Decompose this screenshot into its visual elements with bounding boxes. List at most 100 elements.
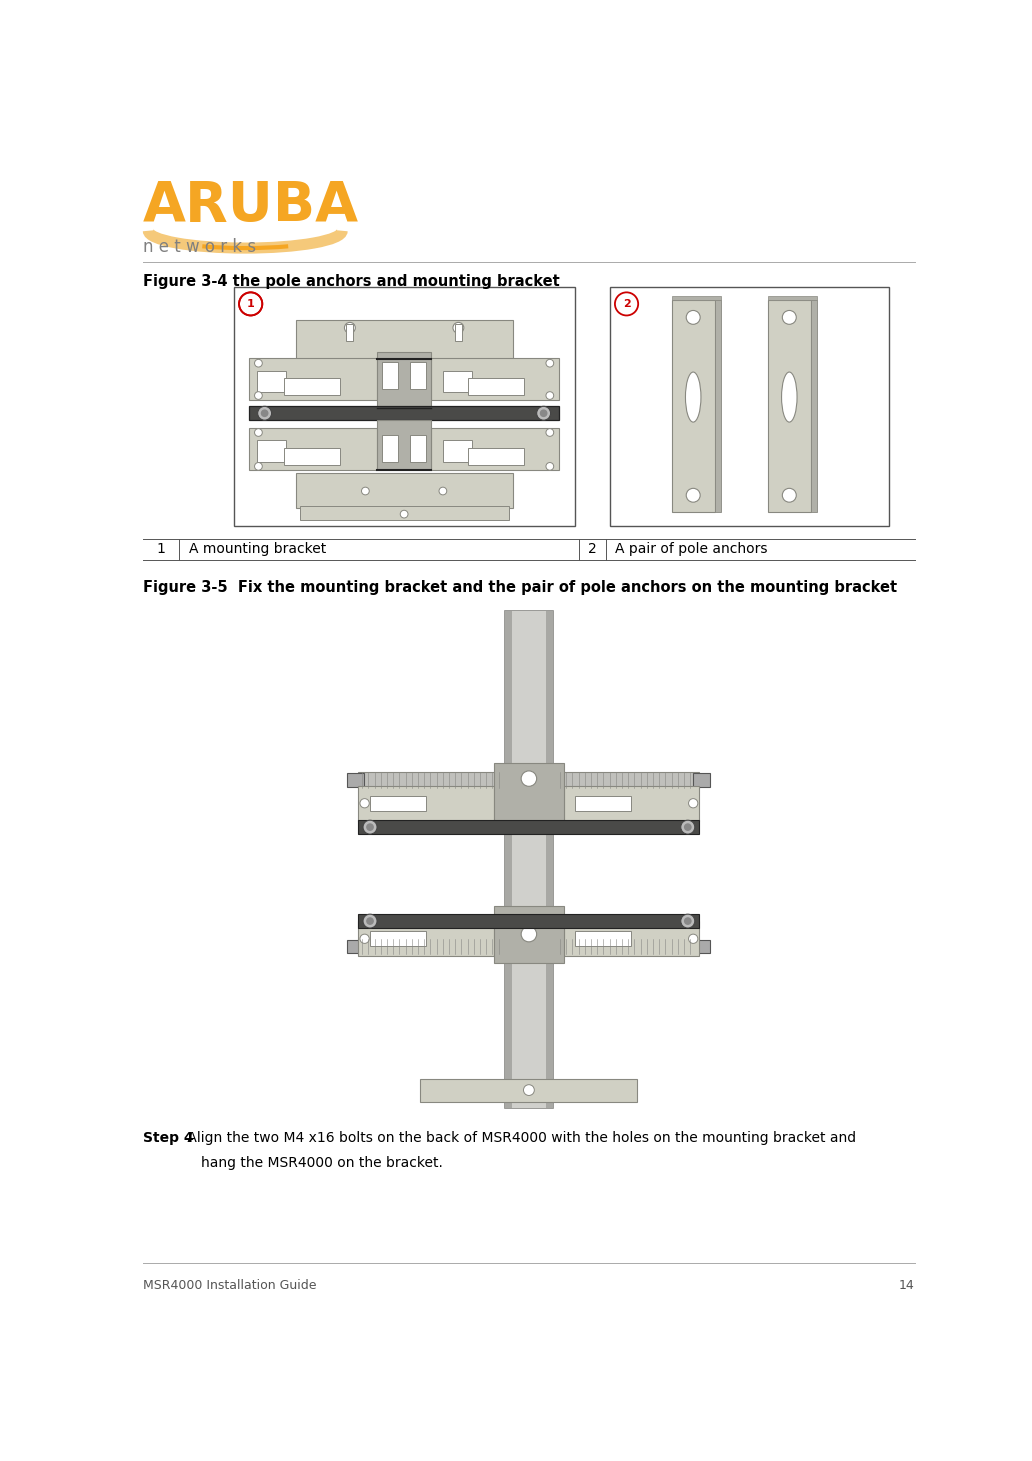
Bar [370, 796, 426, 811]
Circle shape [546, 463, 554, 470]
Bar [443, 371, 473, 393]
Circle shape [681, 915, 695, 928]
Ellipse shape [685, 373, 701, 422]
Bar [694, 773, 710, 787]
Bar [431, 358, 559, 400]
Bar [358, 773, 700, 787]
Circle shape [782, 488, 797, 503]
Bar [358, 915, 700, 928]
Circle shape [546, 392, 554, 399]
Text: Figure 3-5  Fix the mounting bracket and the pair of pole anchors on the mountin: Figure 3-5 Fix the mounting bracket and … [143, 580, 897, 595]
Circle shape [537, 406, 551, 421]
Bar [347, 939, 364, 954]
Circle shape [439, 487, 447, 495]
Text: ARUBA: ARUBA [143, 180, 359, 234]
Bar [249, 406, 559, 421]
Circle shape [615, 292, 638, 316]
Circle shape [782, 310, 797, 324]
Bar [347, 773, 364, 787]
Text: Figure 3-4 the pole anchors and mounting bracket: Figure 3-4 the pole anchors and mounting… [143, 273, 559, 289]
Bar [347, 324, 353, 340]
Bar [347, 327, 353, 340]
Bar [411, 435, 426, 462]
Circle shape [345, 323, 355, 333]
Text: Step 4: Step 4 [143, 1131, 194, 1145]
Text: A mounting bracket: A mounting bracket [189, 542, 326, 557]
Bar [455, 324, 462, 340]
Bar [768, 295, 816, 301]
Bar [694, 939, 710, 954]
Bar [610, 286, 889, 526]
Circle shape [546, 359, 554, 367]
Circle shape [688, 799, 698, 808]
Bar [233, 286, 575, 526]
Circle shape [686, 310, 700, 324]
Circle shape [546, 428, 554, 437]
Bar [420, 1078, 638, 1102]
Bar [494, 763, 563, 828]
Circle shape [688, 934, 698, 944]
Circle shape [239, 292, 262, 316]
Text: MSR4000 Installation Guide: MSR4000 Installation Guide [143, 1278, 317, 1292]
Bar [284, 378, 340, 394]
Text: n e t w o r k s: n e t w o r k s [143, 238, 256, 257]
Text: 1: 1 [247, 300, 255, 308]
Circle shape [366, 918, 374, 925]
Bar [576, 796, 632, 811]
Bar [377, 421, 431, 470]
Bar [443, 440, 473, 462]
Bar [494, 906, 563, 963]
Circle shape [361, 487, 369, 495]
Text: 14: 14 [899, 1278, 914, 1292]
Bar [383, 362, 398, 390]
Bar [563, 786, 700, 821]
Text: A pair of pole anchors: A pair of pole anchors [615, 542, 768, 557]
Bar [714, 301, 720, 513]
Bar [358, 939, 700, 954]
Bar [505, 611, 512, 1107]
Bar [455, 327, 462, 340]
Bar [546, 611, 553, 1107]
Circle shape [681, 820, 695, 834]
Circle shape [261, 409, 268, 416]
Circle shape [255, 359, 262, 367]
Bar [370, 931, 426, 947]
Circle shape [363, 915, 377, 928]
Circle shape [686, 488, 700, 503]
Bar [576, 931, 632, 947]
Bar [505, 611, 553, 1107]
Bar [377, 352, 431, 408]
Bar [810, 301, 816, 513]
Bar [295, 320, 513, 358]
Circle shape [453, 323, 463, 333]
Circle shape [255, 463, 262, 470]
Bar [563, 920, 700, 955]
Text: 2: 2 [587, 542, 596, 557]
Bar [383, 435, 398, 462]
Bar [299, 507, 509, 520]
Bar [249, 428, 377, 470]
Circle shape [400, 510, 408, 519]
Bar [469, 449, 524, 465]
Bar [358, 920, 494, 955]
Circle shape [360, 934, 369, 944]
Bar [358, 786, 494, 821]
Circle shape [540, 409, 548, 416]
Bar [431, 428, 559, 470]
Bar [768, 301, 810, 513]
Text: Align the two M4 x16 bolts on the back of MSR4000 with the holes on the mounting: Align the two M4 x16 bolts on the back o… [184, 1131, 857, 1145]
Bar [411, 362, 426, 390]
Bar [257, 440, 286, 462]
Circle shape [521, 771, 537, 786]
Circle shape [523, 1084, 535, 1096]
Bar [295, 473, 513, 508]
Circle shape [366, 824, 374, 831]
Circle shape [360, 799, 369, 808]
Bar [672, 301, 714, 513]
Text: 1: 1 [157, 542, 165, 557]
Bar [358, 820, 700, 834]
Bar [249, 358, 377, 400]
Bar [672, 295, 720, 301]
Circle shape [684, 824, 691, 831]
Circle shape [255, 428, 262, 437]
